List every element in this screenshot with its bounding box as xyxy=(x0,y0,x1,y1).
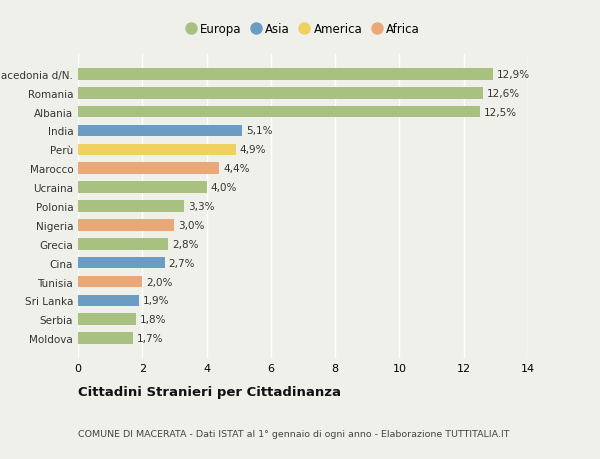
Bar xyxy=(78,276,142,288)
Text: 12,9%: 12,9% xyxy=(497,70,530,80)
Text: 2,0%: 2,0% xyxy=(146,277,173,287)
Bar xyxy=(78,106,480,118)
Text: 5,1%: 5,1% xyxy=(246,126,272,136)
Text: 4,9%: 4,9% xyxy=(239,145,266,155)
Text: 2,7%: 2,7% xyxy=(169,258,195,268)
Bar xyxy=(78,69,493,80)
Text: 1,8%: 1,8% xyxy=(140,314,166,325)
Text: 12,5%: 12,5% xyxy=(484,107,517,118)
Bar xyxy=(78,219,175,231)
Text: 1,9%: 1,9% xyxy=(143,296,169,306)
Text: 4,0%: 4,0% xyxy=(211,183,237,193)
Bar xyxy=(78,201,184,213)
Bar xyxy=(78,314,136,325)
Text: 3,0%: 3,0% xyxy=(178,220,205,230)
Bar xyxy=(78,125,242,137)
Text: 12,6%: 12,6% xyxy=(487,89,520,99)
Bar xyxy=(78,333,133,344)
Text: 2,8%: 2,8% xyxy=(172,239,199,249)
Text: COMUNE DI MACERATA - Dati ISTAT al 1° gennaio di ogni anno - Elaborazione TUTTIT: COMUNE DI MACERATA - Dati ISTAT al 1° ge… xyxy=(78,429,509,438)
Text: 1,7%: 1,7% xyxy=(137,333,163,343)
Legend: Europa, Asia, America, Africa: Europa, Asia, America, Africa xyxy=(181,18,425,41)
Bar xyxy=(78,238,168,250)
Bar xyxy=(78,88,483,99)
Bar xyxy=(78,144,235,156)
Text: 4,4%: 4,4% xyxy=(223,164,250,174)
Text: 3,3%: 3,3% xyxy=(188,202,214,212)
Bar xyxy=(78,163,220,175)
Bar xyxy=(78,182,206,194)
Bar xyxy=(78,295,139,307)
Text: Cittadini Stranieri per Cittadinanza: Cittadini Stranieri per Cittadinanza xyxy=(78,385,341,398)
Bar xyxy=(78,257,165,269)
